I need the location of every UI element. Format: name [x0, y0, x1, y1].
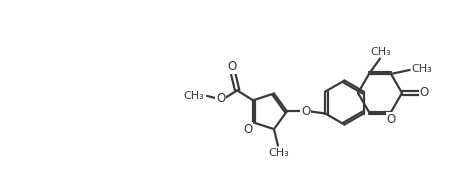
- Text: O: O: [420, 86, 429, 100]
- Text: O: O: [216, 92, 225, 105]
- Text: CH₃: CH₃: [371, 47, 391, 57]
- Text: O: O: [228, 60, 237, 73]
- Text: O: O: [301, 105, 310, 118]
- Text: CH₃: CH₃: [268, 148, 289, 158]
- Text: CH₃: CH₃: [411, 64, 432, 74]
- Text: O: O: [243, 123, 253, 136]
- Text: O: O: [386, 113, 396, 126]
- Text: CH₃: CH₃: [184, 91, 204, 101]
